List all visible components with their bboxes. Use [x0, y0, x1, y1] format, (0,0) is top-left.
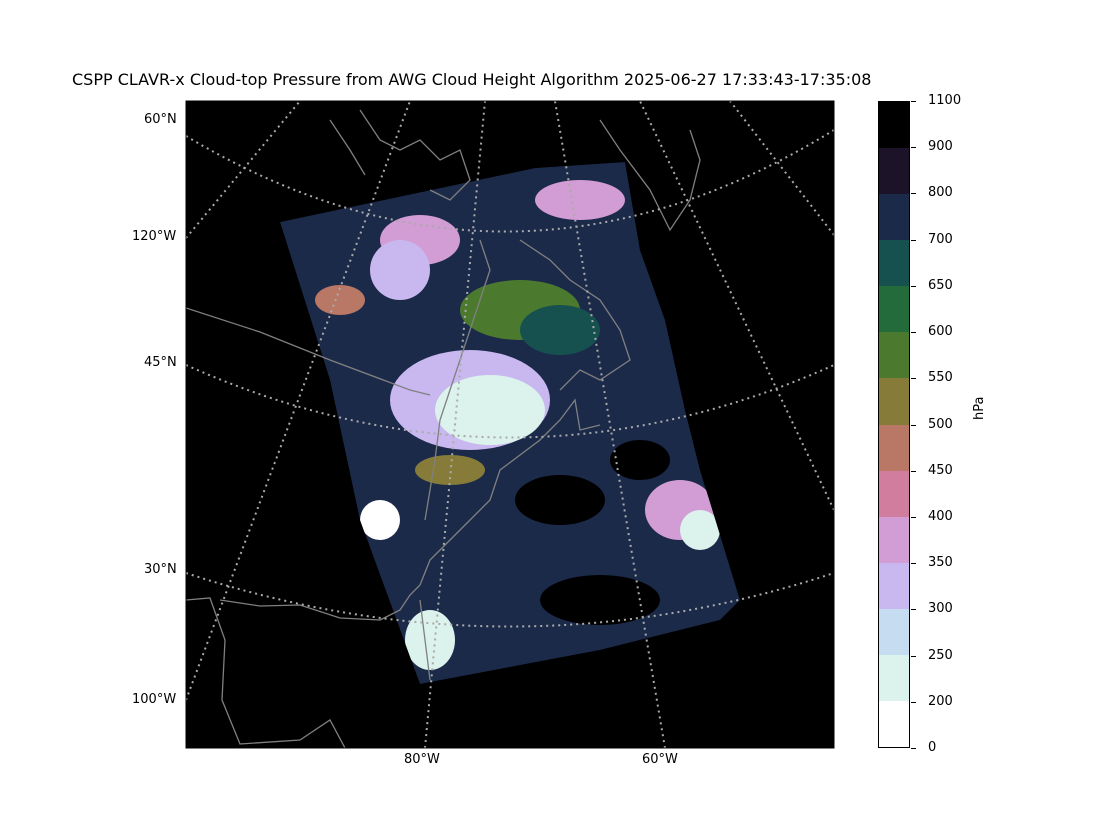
colorbar-segment: [879, 286, 909, 333]
colorbar-tick: [911, 193, 916, 195]
colorbar-tick-label: 900: [928, 139, 953, 155]
lat-label-30n: 30°N: [144, 562, 177, 577]
colorbar-tick: [911, 516, 916, 518]
lat-label-45n: 45°N: [144, 355, 177, 370]
colorbar-segment: [879, 470, 909, 517]
colorbar-tick: [911, 424, 916, 426]
colorbar-tick-label: 450: [928, 462, 953, 478]
colorbar-tick: [911, 378, 916, 380]
colorbar-segment: [879, 332, 909, 379]
colorbar-segment: [879, 608, 909, 655]
satellite-swath: [280, 162, 740, 684]
lat-label-60n: 60°N: [144, 112, 177, 127]
colorbar-tick-label: 600: [928, 324, 953, 340]
colorbar-tick: [911, 285, 916, 287]
colorbar-tick-label: 250: [928, 647, 953, 663]
colorbar-segment: [879, 378, 909, 425]
colorbar-tick: [911, 655, 916, 657]
colorbar-tick: [911, 701, 916, 703]
graticule: [186, 101, 834, 748]
colorbar-tick: [911, 239, 916, 241]
colorbar-segment: [879, 194, 909, 241]
colorbar-tick-label: 0: [928, 740, 937, 755]
colorbar-unit-label: hPa: [972, 396, 987, 420]
colorbar-segment: [879, 148, 909, 195]
colorbar-tick: [911, 609, 916, 611]
colorbar-tick-label: 300: [928, 601, 953, 617]
colorbar-segment: [879, 424, 909, 471]
colorbar-tick-label: 700: [928, 231, 953, 247]
colorbar-tick: [911, 332, 916, 334]
colorbar-tick-label: 350: [928, 555, 953, 571]
colorbar-tick: [911, 147, 916, 149]
map-title: CSPP CLAVR-x Cloud-top Pressure from AWG…: [72, 70, 872, 89]
colorbar-segment: [879, 516, 909, 563]
colorbar-tick-label: 200: [928, 693, 953, 709]
colorbar-segment: [879, 562, 909, 609]
lon-label-100w: 100°W: [132, 692, 177, 707]
colorbar-segment: [879, 240, 909, 287]
lon-label-80w: 80°W: [404, 752, 440, 767]
colorbar-tick: [911, 470, 916, 472]
colorbar-tick-label: 650: [928, 277, 953, 293]
colorbar-tick: [911, 563, 916, 565]
colorbar-segment: [879, 654, 909, 702]
colorbar-tick: [911, 748, 916, 749]
colorbar-tick-label: 400: [928, 508, 953, 524]
colorbar-tick-label: 550: [928, 370, 953, 386]
colorbar-tick-label: 500: [928, 416, 953, 432]
colorbar: [878, 101, 910, 748]
colorbar-tick-label: 800: [928, 185, 953, 201]
colorbar-tick-label: 1100: [928, 93, 962, 108]
colorbar-segment: [879, 701, 909, 748]
lon-label-60w: 60°W: [642, 752, 678, 767]
lon-label-120w: 120°W: [132, 229, 177, 244]
colorbar-tick: [911, 101, 916, 102]
colorbar-segment: [879, 102, 909, 149]
map-frame: [185, 100, 835, 749]
coastlines: [186, 109, 701, 748]
